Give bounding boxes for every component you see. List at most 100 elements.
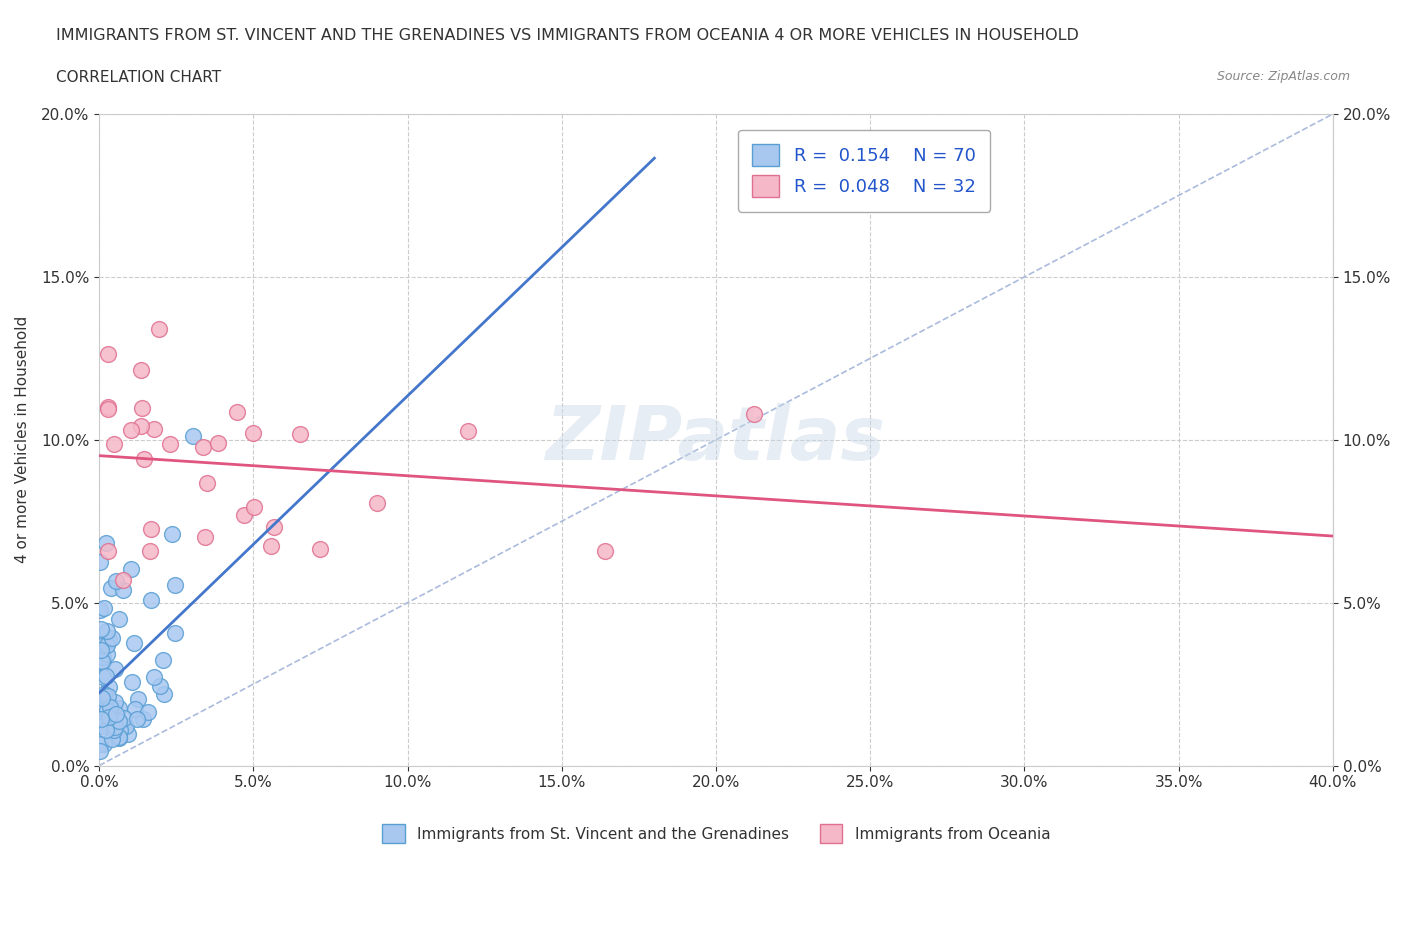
- Legend: Immigrants from St. Vincent and the Grenadines, Immigrants from Oceania: Immigrants from St. Vincent and the Gren…: [370, 812, 1063, 856]
- Point: [97, 402, 120, 417]
- Point: [96, 646, 118, 661]
- Point: [163, 626, 186, 641]
- Point: [139, 522, 162, 537]
- Point: [112, 572, 135, 587]
- Point: [112, 711, 135, 725]
- Point: [309, 542, 332, 557]
- Point: [98, 699, 121, 714]
- Point: [97, 543, 120, 558]
- Point: [104, 720, 127, 735]
- Point: [91, 655, 114, 670]
- Point: [111, 583, 134, 598]
- Text: CORRELATION CHART: CORRELATION CHART: [56, 70, 221, 85]
- Point: [91, 654, 114, 669]
- Point: [148, 322, 170, 337]
- Point: [124, 701, 146, 716]
- Point: [105, 574, 128, 589]
- Text: IMMIGRANTS FROM ST. VINCENT AND THE GRENADINES VS IMMIGRANTS FROM OCEANIA 4 OR M: IMMIGRANTS FROM ST. VINCENT AND THE GREN…: [56, 28, 1080, 43]
- Point: [120, 423, 142, 438]
- Point: [100, 580, 122, 595]
- Point: [132, 451, 155, 466]
- Point: [89, 737, 111, 751]
- Point: [103, 436, 125, 451]
- Y-axis label: 4 or more Vehicles in Household: 4 or more Vehicles in Household: [15, 316, 30, 564]
- Point: [143, 670, 166, 684]
- Point: [89, 603, 111, 618]
- Point: [457, 423, 479, 438]
- Point: [129, 418, 152, 433]
- Point: [91, 670, 114, 684]
- Point: [94, 669, 117, 684]
- Point: [101, 631, 124, 645]
- Text: ZIPatlas: ZIPatlas: [546, 404, 886, 476]
- Point: [93, 737, 115, 751]
- Point: [121, 674, 143, 689]
- Point: [260, 538, 283, 553]
- Point: [143, 421, 166, 436]
- Text: Source: ZipAtlas.com: Source: ZipAtlas.com: [1216, 70, 1350, 83]
- Point: [97, 688, 120, 703]
- Point: [114, 719, 136, 734]
- Point: [90, 711, 112, 726]
- Point: [96, 695, 118, 710]
- Point: [263, 519, 285, 534]
- Point: [131, 363, 153, 378]
- Point: [108, 723, 131, 737]
- Point: [243, 499, 266, 514]
- Point: [181, 429, 204, 444]
- Point: [131, 400, 153, 415]
- Point: [149, 678, 172, 693]
- Point: [91, 719, 114, 734]
- Point: [97, 710, 120, 724]
- Point: [122, 635, 145, 650]
- Point: [93, 715, 115, 730]
- Point: [89, 554, 111, 569]
- Point: [96, 638, 118, 653]
- Point: [96, 702, 118, 717]
- Point: [366, 496, 388, 511]
- Point: [194, 529, 217, 544]
- Point: [97, 347, 120, 362]
- Point: [97, 400, 120, 415]
- Point: [108, 700, 131, 715]
- Point: [103, 723, 125, 737]
- Point: [288, 427, 311, 442]
- Point: [89, 639, 111, 654]
- Point: [191, 440, 214, 455]
- Point: [742, 406, 765, 421]
- Point: [98, 680, 121, 695]
- Point: [93, 714, 115, 729]
- Point: [139, 593, 162, 608]
- Point: [117, 726, 139, 741]
- Point: [138, 544, 160, 559]
- Point: [108, 611, 131, 626]
- Point: [90, 621, 112, 636]
- Point: [163, 578, 186, 592]
- Point: [226, 405, 249, 419]
- Point: [93, 686, 115, 701]
- Point: [104, 662, 127, 677]
- Point: [98, 632, 121, 647]
- Point: [100, 731, 122, 746]
- Point: [96, 536, 118, 551]
- Point: [96, 623, 118, 638]
- Point: [153, 687, 176, 702]
- Point: [120, 562, 142, 577]
- Point: [131, 711, 153, 726]
- Point: [152, 652, 174, 667]
- Point: [127, 691, 149, 706]
- Point: [90, 643, 112, 658]
- Point: [136, 705, 159, 720]
- Point: [93, 601, 115, 616]
- Point: [127, 711, 149, 726]
- Point: [91, 690, 114, 705]
- Point: [159, 437, 181, 452]
- Point: [93, 689, 115, 704]
- Point: [94, 723, 117, 737]
- Point: [207, 436, 229, 451]
- Point: [195, 476, 218, 491]
- Point: [233, 507, 256, 522]
- Point: [108, 713, 131, 728]
- Point: [104, 695, 127, 710]
- Point: [90, 717, 112, 732]
